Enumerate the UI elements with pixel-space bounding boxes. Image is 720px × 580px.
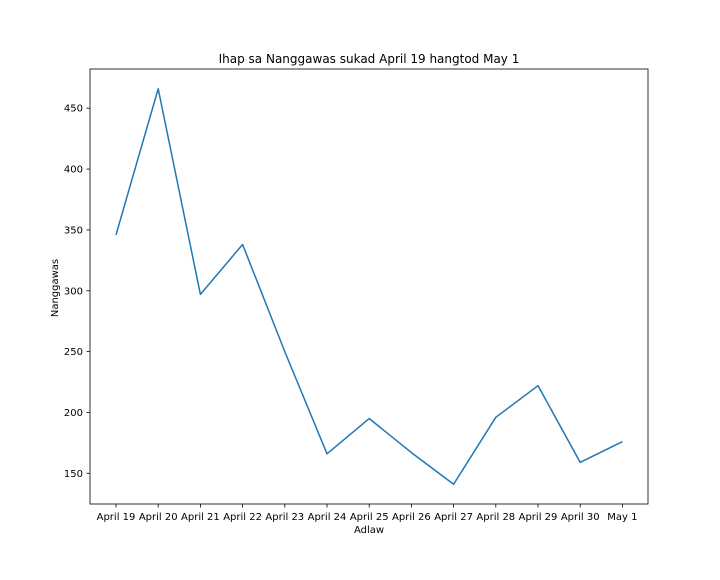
plot-area-frame (90, 69, 648, 504)
x-tick-label: April 24 (308, 512, 347, 523)
y-axis-label: Nanggawas (50, 259, 61, 317)
x-tick-label: April 21 (181, 512, 220, 523)
y-tick-label: 150 (64, 469, 83, 480)
x-tick-label: April 22 (223, 512, 262, 523)
y-tick-label: 350 (64, 225, 83, 236)
y-tick-label: 400 (64, 165, 83, 176)
y-tick-label: 450 (64, 104, 83, 115)
series-line (116, 89, 622, 484)
x-tick-label: April 25 (350, 512, 389, 523)
x-tick-label: April 30 (561, 512, 600, 523)
x-tick-label: April 29 (519, 512, 558, 523)
y-tick-label: 250 (64, 347, 83, 358)
series-layer (116, 89, 623, 485)
x-tick-label: April 26 (392, 512, 431, 523)
y-axis: 150 200 250 300 350 400 450 (64, 104, 90, 480)
x-tick-label: April 23 (265, 512, 304, 523)
x-axis-label: Adlaw (354, 525, 384, 536)
x-tick-label: April 28 (476, 512, 515, 523)
x-tick-label: April 19 (97, 512, 136, 523)
chart-title: Ihap sa Nanggawas sukad April 19 hangtod… (219, 52, 520, 66)
y-tick-label: 300 (64, 286, 83, 297)
x-tick-label: May 1 (607, 512, 637, 523)
y-tick-label: 200 (64, 408, 83, 419)
x-tick-label: April 20 (139, 512, 178, 523)
x-tick-label: April 27 (434, 512, 473, 523)
